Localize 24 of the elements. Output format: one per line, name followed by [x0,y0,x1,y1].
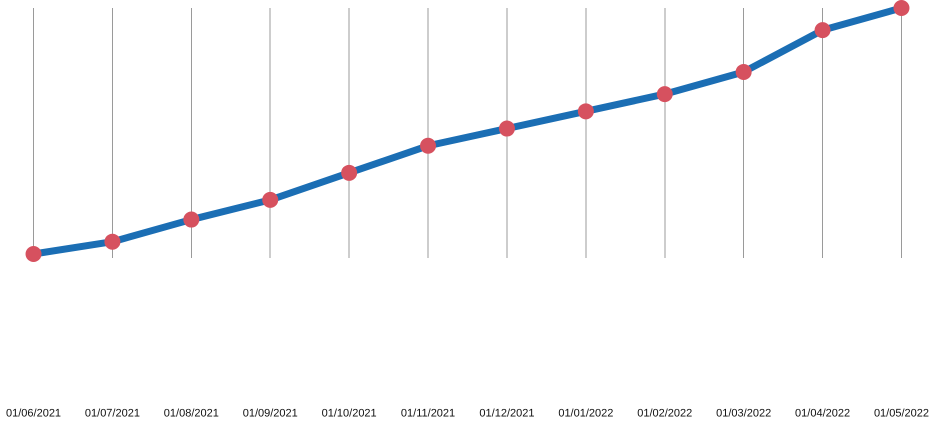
x-tick-label: 01/01/2022 [558,408,614,420]
x-tick-label: 01/07/2021 [84,408,140,420]
point [420,138,436,154]
point [26,246,42,262]
x-tick-label: 01/05/2022 [874,408,930,420]
x-tick-label: 01/10/2021 [322,408,377,420]
point [893,0,910,16]
point [656,86,673,102]
x-tick-label: 01/03/2022 [716,408,772,420]
x-tick-label: 01/11/2021 [400,408,456,420]
x-tick-label: 01/02/2022 [637,408,692,420]
point [498,120,515,137]
point [736,64,752,80]
x-tick-label: 01/08/2021 [164,408,219,420]
point [341,164,358,181]
point [814,22,831,38]
x-tick-label: 01/04/2022 [795,408,850,420]
x-tick-label: 01/12/2021 [479,408,534,420]
point [262,192,278,208]
x-tick-label: 01/09/2021 [242,408,298,420]
point [183,212,200,228]
x-tick-label: 01/06/2021 [6,408,62,420]
point [578,103,594,120]
point [104,234,120,250]
